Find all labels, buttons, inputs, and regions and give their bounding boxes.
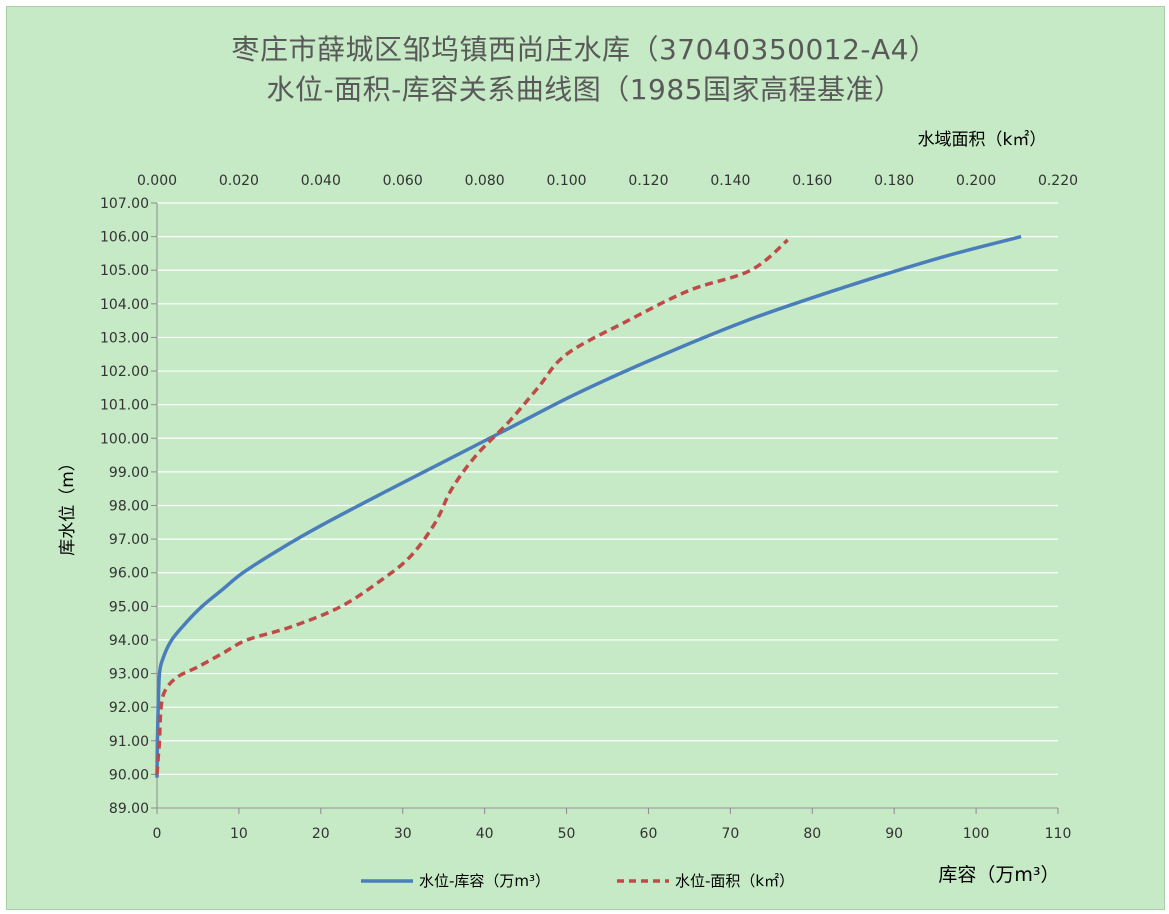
x-top-tick-label: 0.060 [383,173,423,189]
y-tick-label: 101.00 [100,398,149,414]
y-tick-label: 90.00 [109,767,149,783]
x-bottom-tick-label: 30 [394,826,412,842]
y-axis-title: 库水位（m） [58,454,78,556]
y-tick-label: 100.00 [100,431,149,447]
x-top-tick-label: 0.200 [956,173,996,189]
x-axis-top-title: 水域面积（k㎡） [918,130,1047,150]
y-tick-label: 105.00 [100,263,149,279]
y-tick-label: 102.00 [100,364,149,380]
y-tick-label: 98.00 [109,499,149,515]
x-top-tick-label: 0.220 [1038,173,1078,189]
x-bottom-tick-label: 60 [640,826,658,842]
x-bottom-tick-label: 110 [1045,826,1072,842]
x-bottom-tick-label: 80 [803,826,821,842]
y-tick-label: 96.00 [109,566,149,582]
x-top-tick-label: 0.100 [546,173,586,189]
legend: 水位-库容（万m³） 水位-面积（k㎡） [361,872,794,890]
y-tick-label: 94.00 [109,633,149,649]
y-tick-label: 103.00 [100,330,149,346]
x-axis-top-ticks: 0.000 0.020 0.040 0.060 0.080 0.100 0.120 0.140… [137,173,1078,189]
y-tick-label: 106.00 [100,230,149,246]
chart-title-line-2: 水位-面积-库容关系曲线图（1985国家高程基准） [266,73,903,106]
gridlines [157,202,1058,809]
x-top-tick-label: 0.080 [465,173,505,189]
x-bottom-tick-label: 90 [885,826,903,842]
y-tick-label: 97.00 [109,532,149,548]
y-axis-ticks: 89.00 90.00 91.00 92.00 93.00 94.00 95.00 96.00… [100,196,157,817]
series-lines [155,234,1022,778]
y-tick-label: 89.00 [109,801,149,817]
x-bottom-tick-label: 20 [312,826,330,842]
y-tick-label: 93.00 [109,667,149,683]
x-bottom-tick-label: 0 [153,826,162,842]
x-top-tick-label: 0.120 [628,173,668,189]
x-top-tick-label: 0.020 [219,173,259,189]
x-bottom-tick-label: 70 [721,826,739,842]
series-line-area [155,238,789,775]
x-axis-bottom-ticks: 0 10 20 30 40 50 60 70 80 90 100 110 [153,808,1072,842]
chart-area [6,6,1165,910]
y-tick-label: 95.00 [109,599,149,615]
legend-label-storage: 水位-库容（万m³） [419,872,550,890]
x-bottom-tick-label: 50 [558,826,576,842]
chart-title-line-1: 枣庄市薛城区邹坞镇西尚庄水库（37040350012-A4） [231,33,938,66]
y-tick-label: 99.00 [109,465,149,481]
x-bottom-tick-label: 100 [963,826,990,842]
x-axis-bottom-title: 库容（万m³） [938,864,1059,886]
y-tick-label: 92.00 [109,700,149,716]
series-line-storage [155,234,1022,778]
legend-label-area: 水位-面积（k㎡） [675,872,794,890]
x-top-tick-label: 0.160 [792,173,832,189]
x-top-tick-label: 0.040 [301,173,341,189]
x-top-tick-label: 0.140 [710,173,750,189]
y-tick-label: 91.00 [109,734,149,750]
y-tick-label: 104.00 [100,297,149,313]
x-bottom-tick-label: 10 [230,826,248,842]
y-tick-label: 107.00 [100,196,149,212]
x-top-tick-label: 0.180 [874,173,914,189]
x-bottom-tick-label: 40 [476,826,494,842]
x-top-tick-label: 0.000 [137,173,177,189]
